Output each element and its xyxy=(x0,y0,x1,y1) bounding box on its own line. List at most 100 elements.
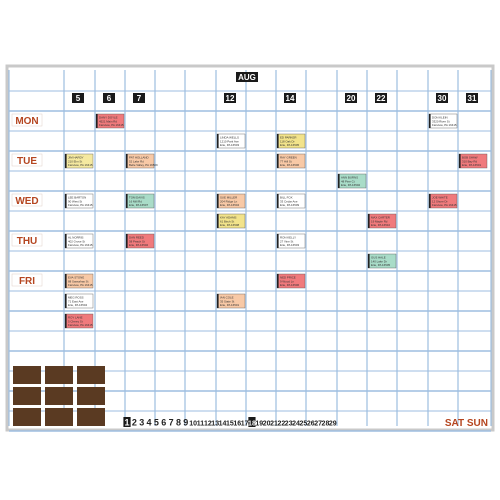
number-magnet-text: 22 xyxy=(277,421,285,428)
card-line: ROY LANE xyxy=(68,316,83,320)
day-label-box xyxy=(11,233,43,247)
card-line: 71 East Ave xyxy=(68,299,84,303)
number-magnet: 15 xyxy=(226,421,234,428)
card-line: Erie, PA 16502 xyxy=(129,243,148,247)
number-magnet-text: 3 xyxy=(139,418,144,428)
card-line: Erie, PA 16505 xyxy=(280,143,299,147)
number-magnet: 18 xyxy=(248,417,256,428)
card-edge xyxy=(217,194,219,208)
card-line: Erie, PA 16502 xyxy=(341,183,360,187)
card-line: Fairview, PA 16415 xyxy=(68,243,93,247)
number-magnet-text: 1 xyxy=(124,418,129,428)
card-line: 140 Lake Dr xyxy=(371,259,387,263)
date-box xyxy=(133,93,145,103)
date-box xyxy=(375,93,387,103)
card-edge xyxy=(126,194,128,208)
card-line: 48 Pine Ct xyxy=(341,179,355,183)
card-edge xyxy=(277,134,279,148)
weekend-label: SAT SUN xyxy=(445,418,488,429)
card-line: 35 State St xyxy=(220,299,234,303)
month-box xyxy=(236,72,258,82)
card-line: 33 Cedar Ave xyxy=(280,199,298,203)
card-line: 210 Elm St xyxy=(68,159,82,163)
card-line: Erie, PA 16503 xyxy=(280,243,299,247)
number-magnet-text: 26 xyxy=(307,421,315,428)
number-magnet: 17 xyxy=(241,421,249,428)
number-magnet: 2 xyxy=(132,418,137,428)
card-edge xyxy=(429,114,431,128)
day-label: TUE xyxy=(11,153,43,167)
number-magnet: 28 xyxy=(322,421,330,428)
date-box xyxy=(345,93,357,103)
date-box xyxy=(436,93,448,103)
number-magnet-text: 11 xyxy=(197,421,205,428)
date-number: 6 xyxy=(107,94,112,103)
number-magnet-text: 14 xyxy=(219,421,227,428)
date-number: 20 xyxy=(347,94,356,103)
card-line: 77 Hill St xyxy=(280,159,292,163)
magnet xyxy=(45,366,73,384)
number-magnet-text: 27 xyxy=(314,421,322,428)
day-label-text: THU xyxy=(17,236,38,247)
card-edge xyxy=(368,254,370,268)
card-edge xyxy=(217,294,219,308)
card-edge xyxy=(217,214,219,228)
card-line: Erie, PA 16506 xyxy=(280,283,299,287)
card-line: 402 Grove St xyxy=(68,239,85,243)
card-edge xyxy=(277,234,279,248)
card-line: 16 Mill Rd xyxy=(129,199,142,203)
card-line: TOM DAVIS xyxy=(129,196,145,200)
card-line: ED PARKER xyxy=(280,136,297,140)
date-header: 20 xyxy=(345,93,357,103)
number-magnet: 22 xyxy=(277,421,285,428)
date-box xyxy=(103,93,115,103)
day-label: THU xyxy=(11,233,43,247)
month-header: AUG xyxy=(236,72,258,82)
card-line: RON KELLY xyxy=(280,236,296,240)
date-header: 31 xyxy=(466,93,478,103)
card-edge xyxy=(338,174,340,188)
magnet xyxy=(77,408,105,426)
number-magnet: 4 xyxy=(147,418,152,428)
number-magnet: 21 xyxy=(270,421,278,428)
number-magnet-text: 28 xyxy=(322,421,330,428)
number-magnet-text: 29 xyxy=(329,421,337,428)
card-line: RAY GREEN xyxy=(280,156,297,160)
date-header: 12 xyxy=(224,93,236,103)
card-line: DON KLEIN xyxy=(432,116,448,120)
number-magnet-text: 12 xyxy=(204,421,212,428)
number-magnet-text: 24 xyxy=(292,421,300,428)
card-edge xyxy=(126,234,128,248)
number-magnet: 10 xyxy=(189,421,197,428)
card-line: SUE MILLER xyxy=(220,196,237,200)
magnet xyxy=(45,387,73,405)
number-magnet-text: 4 xyxy=(147,418,152,428)
card-edge xyxy=(429,194,431,208)
card-line: 118 Oak Dr xyxy=(280,139,295,143)
card-line: 61 Birch St xyxy=(220,219,234,223)
number-magnet: 29 xyxy=(329,421,337,428)
number-magnet: 1 xyxy=(123,417,131,428)
card-line: 88 Sassafras St xyxy=(68,279,89,283)
number-magnet-strip: 1 2 3 4 5 6 7 8 9 10 11 12 13 14 15 16 17 18 19 20 21 22 23 24 2… xyxy=(123,417,337,428)
number-magnet: 24 xyxy=(292,421,300,428)
number-magnet: 13 xyxy=(211,421,219,428)
card-line: BILL FOX xyxy=(280,196,293,200)
card-line: 90 West St xyxy=(68,199,82,203)
day-labels: MON TUE WED THU FRI xyxy=(11,113,43,287)
month-label: AUG xyxy=(238,73,256,82)
day-label-box xyxy=(11,273,43,287)
number-magnet-text: 10 xyxy=(189,421,197,428)
date-box xyxy=(72,93,84,103)
